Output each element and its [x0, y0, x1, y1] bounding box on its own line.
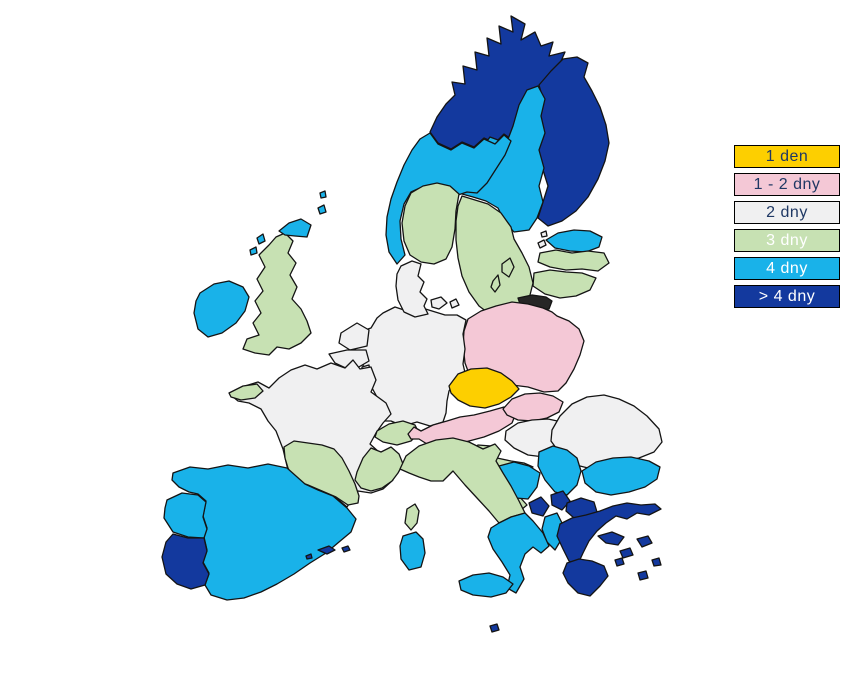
island-shetland — [319, 190, 327, 199]
greek-island — [614, 557, 625, 567]
legend-label-1-2dny: 1 - 2 dny — [753, 176, 821, 193]
island-hiiumaa — [540, 230, 548, 238]
country-finland — [533, 56, 610, 227]
island-mallorca — [317, 545, 336, 555]
country-bulgaria — [581, 456, 661, 496]
country-kosovo — [550, 490, 571, 511]
island-corsica — [404, 503, 420, 531]
island-sardinia — [399, 531, 426, 571]
country-serbia — [537, 445, 582, 496]
country-norway-south — [401, 182, 460, 265]
region-italy-south — [487, 512, 550, 594]
country-latvia — [537, 249, 610, 272]
legend-label-3dny: 3 dny — [766, 232, 808, 249]
legend-label-2dny: 2 dny — [766, 204, 808, 221]
island-sicily — [458, 572, 514, 598]
country-belgium — [328, 349, 370, 372]
country-montenegro — [528, 496, 550, 517]
legend-item-2dny: 2 dny — [734, 201, 840, 224]
greek-island — [651, 557, 662, 567]
legend-label-gt4dny: > 4 dny — [758, 288, 816, 305]
island-euboea — [597, 531, 625, 546]
greek-island — [619, 547, 634, 559]
legend-label-1den: 1 den — [765, 148, 809, 165]
greek-island — [637, 570, 649, 581]
island-hebrides — [256, 233, 266, 245]
legend-item-1-2dny: 1 - 2 dny — [734, 173, 840, 196]
island-ibiza — [305, 553, 313, 560]
country-great-britain — [242, 232, 312, 356]
country-lithuania — [532, 269, 597, 299]
country-slovakia — [502, 392, 564, 422]
legend-item-1den: 1 den — [734, 145, 840, 168]
island-orkney — [317, 204, 327, 215]
region-peloponnese — [562, 558, 609, 597]
legend-item-3dny: 3 dny — [734, 229, 840, 252]
region-scotland-north — [278, 218, 312, 238]
country-ireland — [193, 280, 250, 338]
country-netherlands — [338, 322, 370, 351]
region-france-brittany — [228, 383, 264, 401]
legend: 1 den 1 - 2 dny 2 dny 3 dny 4 dny > 4 dn… — [734, 145, 840, 313]
country-denmark — [395, 260, 429, 318]
island-funen-zealand — [430, 296, 448, 310]
country-czechia — [448, 367, 520, 409]
country-estonia — [545, 229, 603, 253]
legend-item-4dny: 4 dny — [734, 257, 840, 280]
region-portugal-south — [161, 533, 210, 590]
legend-item-gt4dny: > 4 dny — [734, 285, 840, 308]
region-italy-north — [399, 437, 526, 524]
island-menorca — [341, 545, 351, 553]
island-gotland — [501, 257, 515, 278]
island-oland — [490, 274, 501, 293]
legend-label-4dny: 4 dny — [766, 260, 808, 277]
greek-island — [636, 535, 653, 548]
country-norway-north — [429, 15, 582, 150]
island-zealand-east — [449, 298, 460, 309]
island-hebrides — [249, 246, 258, 256]
region-portugal-north — [163, 492, 208, 539]
island-malta — [489, 623, 500, 633]
island-saaremaa — [537, 239, 547, 249]
